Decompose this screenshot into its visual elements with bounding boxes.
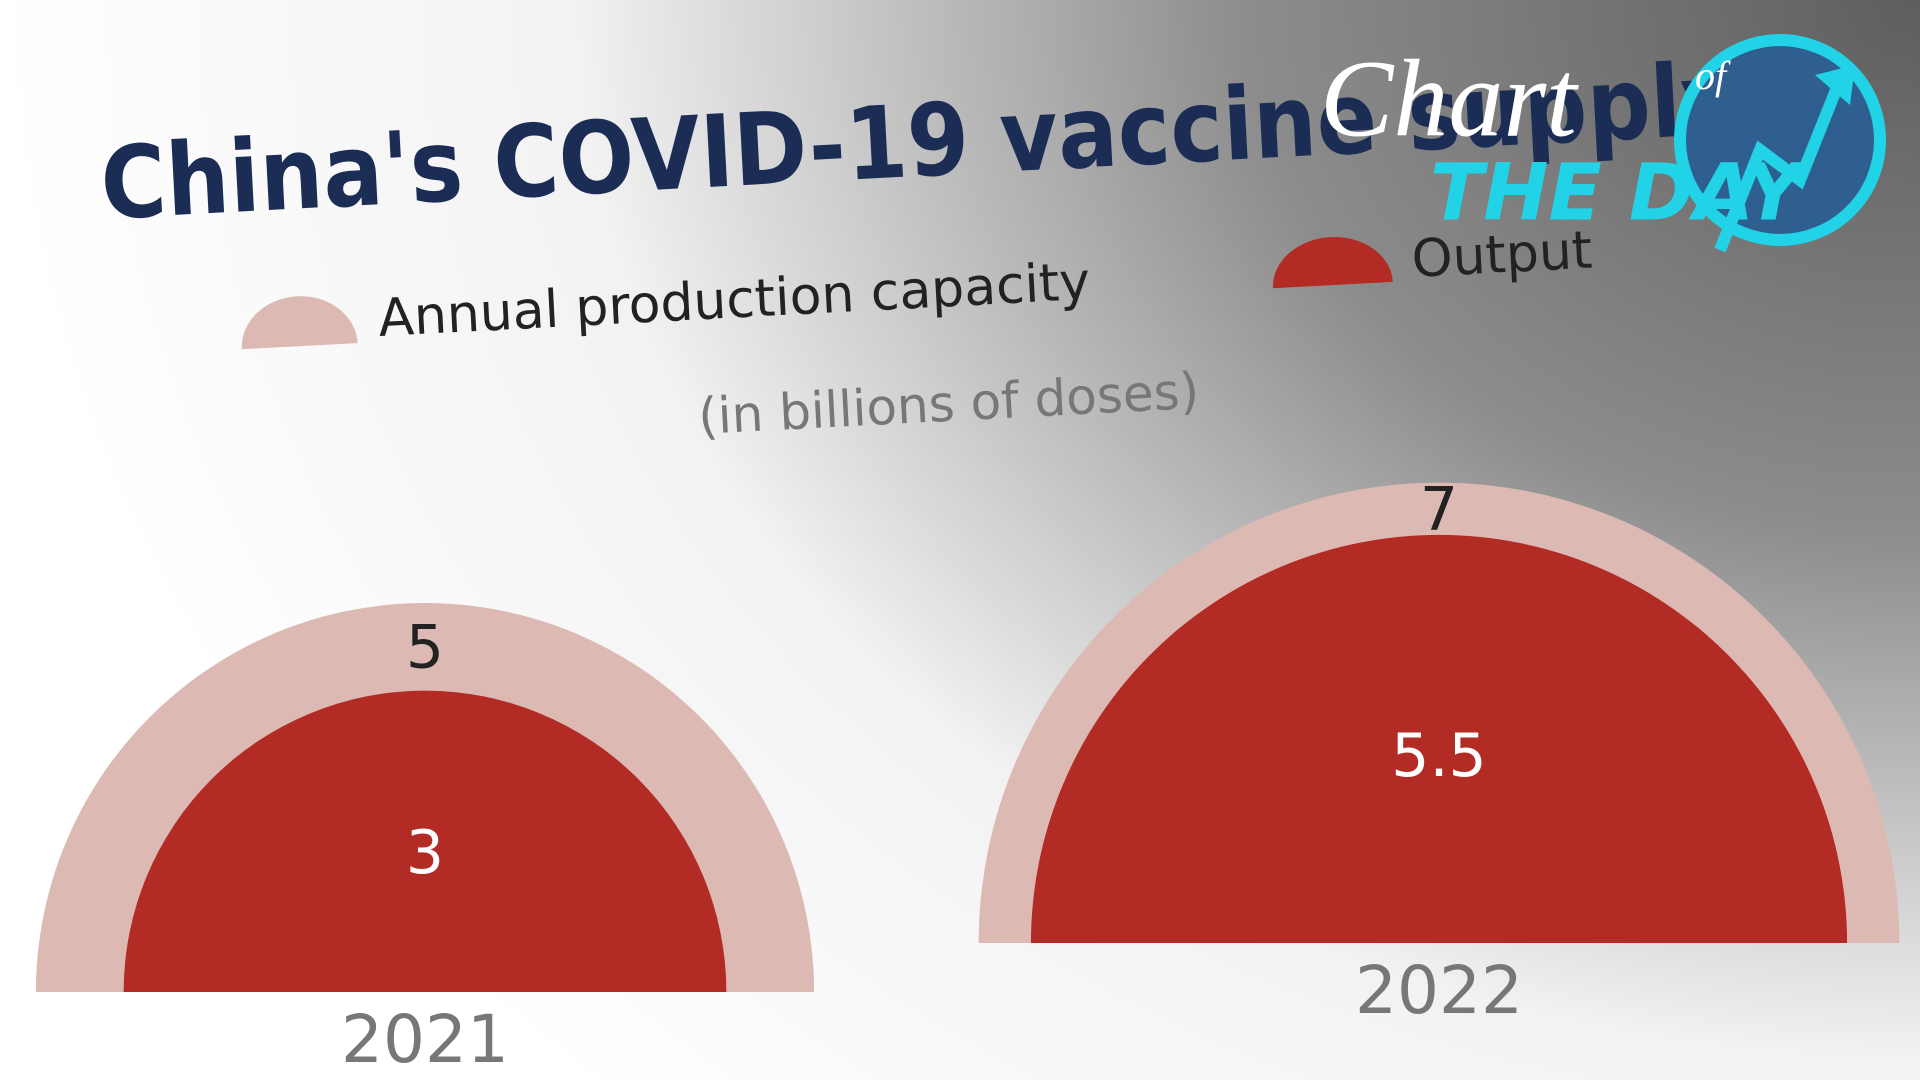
logo: Chart of THE DAY <box>1320 34 1886 253</box>
x-tick-label: 2022 <box>1355 952 1523 1029</box>
logo-of: of <box>1695 53 1731 98</box>
plot-area: 5 3 2021 7 5.5 2022 <box>35 474 1900 1078</box>
value-label: 7 <box>1420 474 1458 544</box>
value-label: 3 <box>406 818 444 888</box>
output-semicircle <box>123 690 727 992</box>
legend-swatch <box>1273 237 1393 289</box>
output-semicircle <box>1030 534 1848 943</box>
x-tick-label: 2021 <box>341 1001 509 1078</box>
logo-arrow <box>1714 77 1846 253</box>
value-label: 5.5 <box>1391 721 1486 791</box>
logo-word: Chart <box>1320 37 1579 159</box>
legend-label: Output <box>1410 220 1594 289</box>
logo-arrowhead <box>1815 65 1855 105</box>
legend-swatch <box>241 296 358 350</box>
value-label: 5 <box>406 612 444 682</box>
logo-tagline: THE DAY <box>1430 148 1809 238</box>
